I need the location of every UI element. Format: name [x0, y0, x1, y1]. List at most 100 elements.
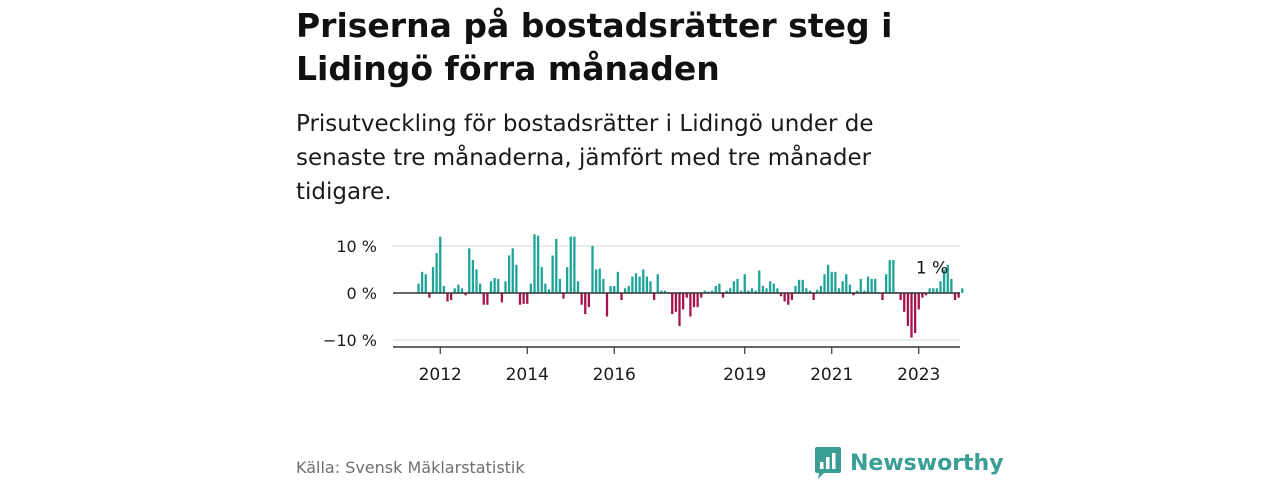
bar — [598, 268, 601, 293]
bar — [460, 288, 464, 293]
chart-subtitle: Prisutveckling för bostadsrätter i Lidin… — [296, 111, 874, 205]
bar — [845, 274, 848, 293]
bar — [478, 283, 482, 293]
bar — [859, 278, 862, 293]
bar — [870, 278, 873, 293]
bar — [892, 260, 895, 293]
bar — [913, 293, 917, 333]
bar — [874, 278, 877, 293]
annotations: 1 % — [916, 258, 948, 278]
bar — [917, 293, 920, 310]
bar — [555, 238, 558, 293]
bar — [950, 278, 953, 293]
bar — [446, 293, 449, 302]
bar — [700, 293, 703, 298]
x-axis-labels: 2012 2014 2016 2019 2021 2023 — [419, 365, 941, 385]
bar — [613, 285, 616, 293]
bar — [649, 281, 652, 293]
newsworthy-logo-icon — [815, 447, 841, 479]
bar — [732, 281, 736, 293]
bar — [439, 236, 442, 293]
bar — [631, 276, 634, 293]
bar — [576, 281, 580, 293]
bar — [562, 293, 565, 299]
bar — [594, 269, 598, 293]
x-tick-label: 2021 — [810, 365, 853, 385]
bar — [776, 288, 779, 293]
bar — [783, 293, 786, 302]
bar — [515, 264, 518, 293]
bar — [953, 293, 957, 301]
bar — [486, 293, 489, 305]
bar — [805, 288, 808, 293]
bar — [580, 293, 583, 305]
last-value-label: 1 % — [916, 258, 948, 278]
bar — [790, 293, 794, 301]
bar — [899, 293, 902, 301]
y-tick-label: 0 % — [347, 284, 377, 303]
bar — [623, 288, 627, 293]
bar — [428, 293, 431, 298]
bar — [674, 293, 678, 312]
bar — [522, 293, 525, 304]
bar — [540, 267, 543, 293]
bar — [903, 293, 906, 312]
bar — [620, 293, 623, 301]
bar — [939, 281, 942, 293]
brand-logo[interactable]: Newsworthy — [814, 446, 1004, 480]
bar — [529, 283, 533, 293]
bar — [526, 293, 529, 304]
bar — [935, 288, 939, 293]
bar — [420, 271, 424, 293]
bar — [794, 285, 797, 293]
y-tick-label: −10 % — [323, 331, 377, 350]
bar — [627, 285, 630, 293]
bar — [801, 279, 804, 293]
bar — [747, 290, 750, 293]
bar — [692, 293, 696, 308]
bar — [714, 285, 717, 293]
bar — [518, 293, 522, 305]
bar — [551, 255, 554, 293]
bar — [565, 267, 569, 293]
bar — [703, 290, 707, 293]
bar — [721, 293, 725, 298]
bar — [884, 274, 888, 293]
bar — [855, 290, 859, 293]
bar — [678, 293, 681, 326]
bar — [928, 288, 931, 293]
x-tick-label: 2016 — [593, 365, 636, 385]
bar — [584, 293, 587, 315]
bar — [634, 273, 638, 293]
bar — [493, 277, 496, 293]
bar — [758, 270, 761, 293]
x-tick-label: 2023 — [897, 365, 940, 385]
bar — [464, 293, 467, 296]
bar — [739, 290, 743, 293]
bar — [823, 274, 826, 293]
bar — [547, 289, 551, 293]
bar — [511, 248, 514, 293]
bar — [848, 284, 852, 293]
brand-name: Newsworthy — [850, 450, 1004, 476]
bar — [457, 284, 460, 293]
bar — [507, 255, 511, 293]
bar — [591, 246, 594, 293]
bar — [696, 293, 699, 308]
bar — [616, 271, 620, 293]
bar — [888, 260, 891, 293]
bar — [504, 281, 507, 293]
bar — [533, 234, 536, 293]
bars — [417, 234, 964, 338]
bar — [816, 289, 819, 293]
bar — [808, 290, 812, 293]
bar — [957, 293, 960, 298]
bar — [910, 293, 913, 338]
bar — [685, 293, 688, 298]
bar — [681, 293, 685, 310]
bar — [743, 274, 746, 293]
chart-title: Priserna på bostadsrätter steg i Lidingö… — [296, 6, 893, 88]
bar — [482, 293, 485, 305]
source-note: Källa: Svensk Mäklarstatistik — [296, 458, 525, 477]
bar — [656, 274, 659, 293]
